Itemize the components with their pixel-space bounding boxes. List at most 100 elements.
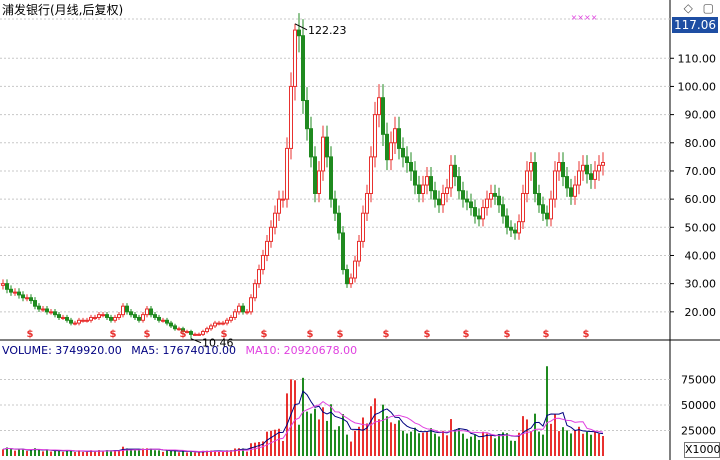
candle-body [565,176,569,189]
volume-bar [26,450,28,456]
candle-body [141,314,145,321]
volume-bar [518,432,520,456]
volume-bar [134,450,136,456]
dividend-marker: $ [221,329,228,340]
volume-bar [258,442,260,456]
volume-bar [118,450,120,456]
candle-body [213,322,217,327]
volume-bar [506,433,508,456]
volume-bar [106,450,108,456]
candle-body [89,316,93,321]
current-price-label: 117.06 [672,17,718,33]
candle-body [269,226,273,242]
volume-bar [534,413,536,456]
candle-body [385,133,389,161]
candle-body [329,156,333,200]
candle-body [341,232,345,271]
volume-bar [34,448,36,456]
volume-bar [554,414,556,456]
candle-body [393,128,397,144]
candle-body [521,192,525,223]
candle-body [173,325,177,330]
candle-body [29,297,33,302]
volume-bar [22,449,24,456]
candle-body [13,291,17,294]
volume-bar [490,435,492,456]
volume-bar [374,398,376,456]
candle-body [205,328,209,333]
candle-body [405,156,409,164]
window-icon[interactable]: ▢ [702,1,714,15]
candle-body [361,212,365,242]
candle-body [533,162,537,194]
candle-body [157,316,161,321]
price-tick-label: 40.00 [685,249,717,262]
candle-body [77,319,81,324]
volume-bar [14,450,16,456]
volume-bar [230,450,232,456]
candle-body [229,316,233,321]
candle-body [197,333,201,336]
candle-body [69,319,73,324]
volume-bar [470,436,472,456]
volume-bar [398,420,400,456]
volume-bar [318,419,320,456]
volume-bar [170,450,172,456]
candle-body [73,322,77,325]
volume-bar [426,432,428,456]
volume-bar [46,449,48,456]
ma5-value: MA5: 17674010.00 [131,344,236,357]
candle-body [501,204,505,217]
candle-body [129,311,133,316]
volume-bar [74,452,76,456]
high-annotation-label: 122.23 [308,24,347,37]
candle-body [21,294,25,299]
price-tick-label: 50.00 [685,221,717,234]
volume-bar [238,448,240,456]
volume-bar [222,452,224,456]
volume-bar [298,424,300,456]
corner-icons: ◇ ▢ [678,1,714,15]
price-tick-label: 110.00 [678,52,717,65]
volume-bar [62,451,64,456]
candle-body [165,319,169,324]
candle-body [265,240,269,256]
volume-bar [422,432,424,456]
volume-bar [290,379,292,456]
volume-bar [254,442,256,456]
volume-bar [234,448,236,456]
volume-bar [330,404,332,456]
diamond-icon[interactable]: ◇ [683,1,693,15]
dividend-marker: $ [307,329,314,340]
price-tick-label: 100.00 [678,80,717,93]
candle-body [65,316,69,321]
candle-body [541,204,545,214]
candle-body [353,260,357,279]
candle-body [261,254,265,271]
volume-bar [322,407,324,456]
ma10-line [2,400,604,453]
volume-bar [54,450,56,456]
volume-bar [122,446,124,456]
volume-bar [306,411,308,456]
candle-body [49,311,53,314]
candle-body [85,319,89,322]
candle-body [413,170,417,186]
chart-title: 浦发银行(月线,后复权) [2,3,124,17]
dividend-marker: $ [337,329,344,340]
volume-bar [186,452,188,456]
candle-body [289,85,293,149]
volume-bar [574,430,576,456]
volume-bar [474,434,476,456]
dividend-marker: $ [180,329,187,340]
candle-body [437,198,441,206]
volume-bar [162,451,164,456]
candle-body [389,142,393,161]
candle-body [449,164,453,189]
volume-bar [442,430,444,456]
candle-body [281,198,285,201]
candle-body [365,192,369,214]
volume-bar [214,450,216,456]
dividend-marker: $ [504,329,511,340]
candle-body [441,192,445,206]
